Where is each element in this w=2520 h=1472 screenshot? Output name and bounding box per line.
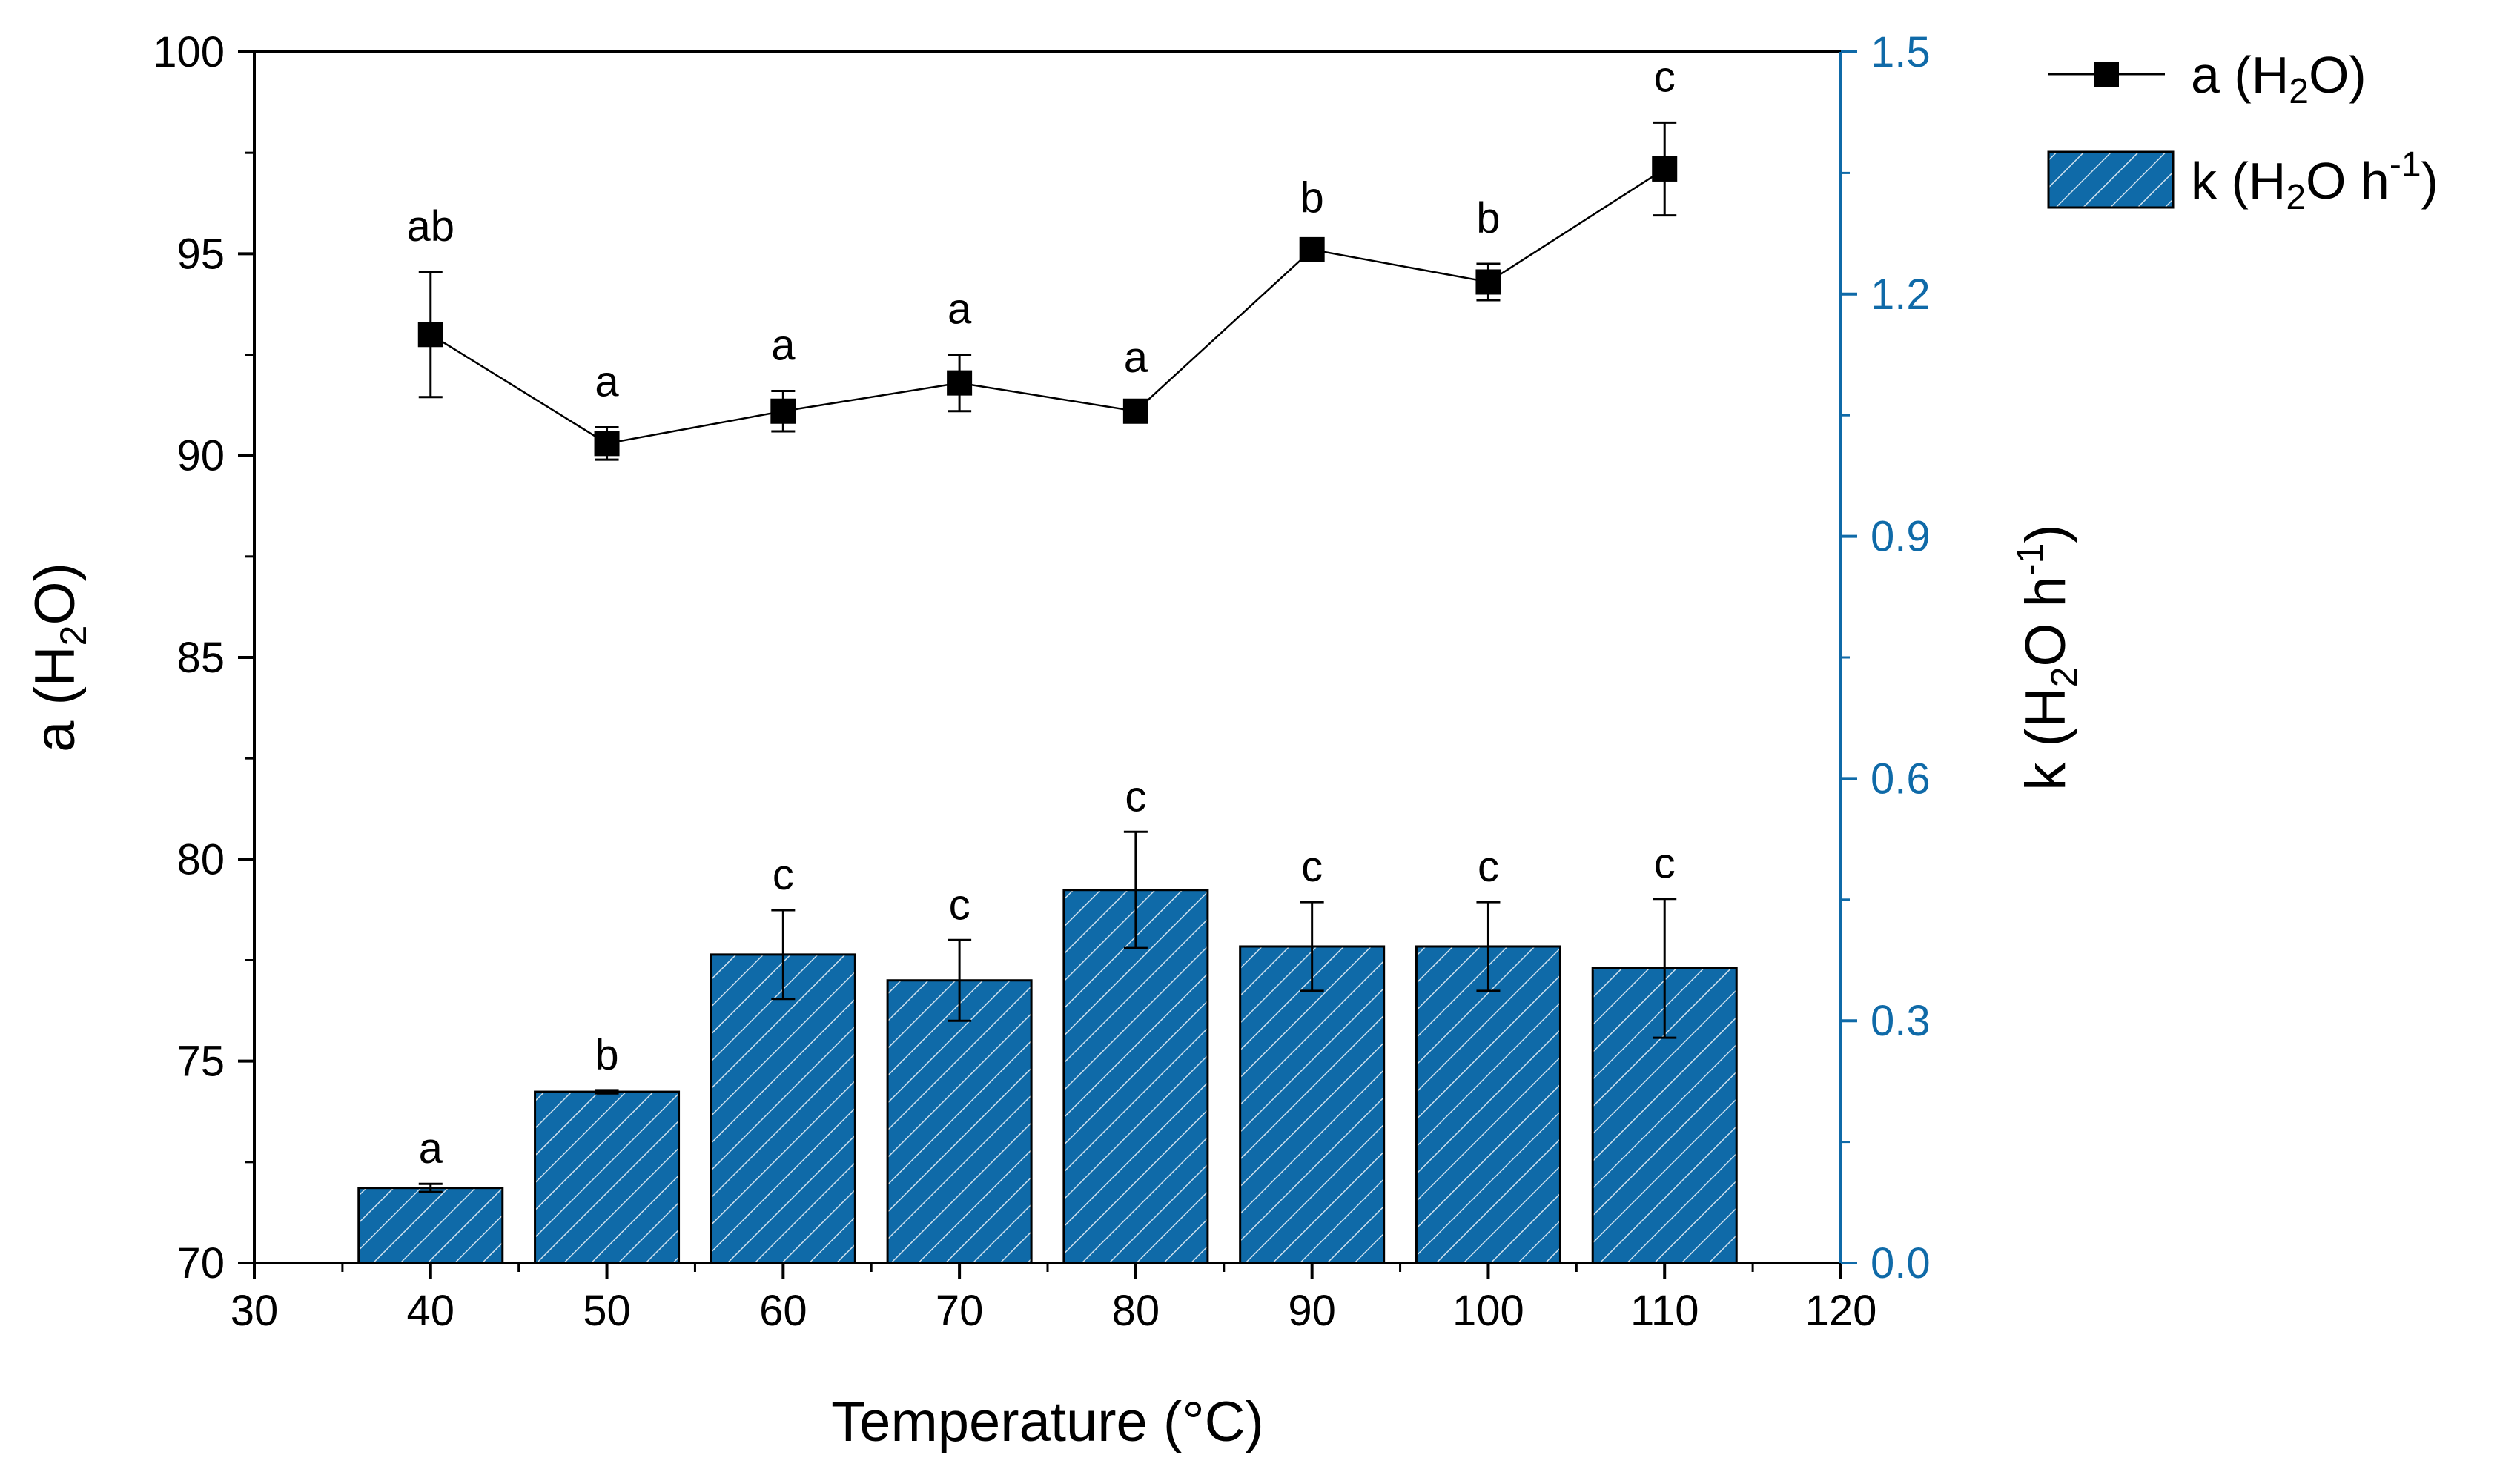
legend-hatch-swatch xyxy=(2047,150,2175,209)
x-tick-label: 80 xyxy=(1112,1287,1160,1335)
left-tick-label: 85 xyxy=(176,634,225,682)
k-significance-letter: c xyxy=(1301,843,1323,891)
a-data-point xyxy=(1122,398,1148,424)
x-tick-label: 100 xyxy=(1452,1287,1524,1335)
legend-label-a: a (H2O) xyxy=(2191,46,2367,111)
a-significance-letter: a xyxy=(595,358,619,406)
a-data-point xyxy=(1475,269,1501,295)
a-significance-letter: b xyxy=(1300,174,1324,222)
bars-layer: a b c c c c c c xyxy=(357,772,1738,1264)
a-significance-letter: b xyxy=(1476,194,1500,242)
left-axis-title: a (H2O) xyxy=(24,563,94,752)
x-tick-label: 40 xyxy=(407,1287,455,1335)
legend-square-marker xyxy=(2094,62,2119,87)
k-significance-letter: a xyxy=(419,1124,443,1173)
k-significance-letter: c xyxy=(949,881,970,929)
left-tick-label: 95 xyxy=(176,230,225,278)
left-tick-label: 90 xyxy=(176,432,225,480)
a-data-point xyxy=(417,322,443,348)
right-axis-title: k (H2O h-1) xyxy=(2009,524,2085,790)
a-data-point xyxy=(770,398,796,424)
x-tick-label: 90 xyxy=(1288,1287,1336,1335)
left-tick-label: 75 xyxy=(176,1038,225,1086)
a-significance-letter: a xyxy=(771,322,796,370)
legend-label-k: k (H2O h-1) xyxy=(2191,145,2438,217)
a-data-point xyxy=(1652,156,1678,182)
legend: a (H2O) k (H2O h-1) xyxy=(2047,46,2438,217)
a-data-point xyxy=(1299,236,1325,262)
left-tick-label: 100 xyxy=(153,28,225,76)
a-data-point xyxy=(947,370,973,396)
k-significance-letter: c xyxy=(1654,840,1676,888)
x-tick-label: 70 xyxy=(936,1287,984,1335)
k-significance-letter: c xyxy=(773,851,794,899)
k-bar xyxy=(1062,889,1209,1264)
k-bar xyxy=(534,1090,681,1264)
x-tick-label: 60 xyxy=(759,1287,807,1335)
left-tick-label: 70 xyxy=(176,1239,225,1287)
right-ticks: 0.0 0.3 0.6 0.9 1.2 1.5 xyxy=(1841,28,1931,1287)
left-tick-label: 80 xyxy=(176,835,225,883)
a-data-point xyxy=(594,431,620,457)
a-significance-letter: c xyxy=(1654,53,1676,101)
x-tick-label: 30 xyxy=(231,1287,279,1335)
x-tick-label: 50 xyxy=(583,1287,631,1335)
a-significance-letter: ab xyxy=(407,202,455,251)
right-tick-label: 0.0 xyxy=(1871,1239,1931,1287)
right-tick-label: 1.2 xyxy=(1871,271,1931,319)
x-tick-label: 110 xyxy=(1630,1287,1699,1335)
right-tick-label: 0.6 xyxy=(1871,755,1931,803)
a-significance-letter: a xyxy=(1124,334,1148,382)
k-significance-letter: c xyxy=(1125,772,1146,820)
left-ticks: 70 75 80 85 90 95 100 xyxy=(153,28,254,1287)
right-tick-label: 1.5 xyxy=(1871,28,1931,76)
x-tick-label: 120 xyxy=(1805,1287,1877,1335)
a-series-line xyxy=(430,168,1665,445)
k-bar xyxy=(1239,945,1386,1264)
k-bar xyxy=(357,1187,504,1264)
k-bar xyxy=(710,953,856,1264)
x-ticks: 30 40 50 60 70 80 90 100 110 120 xyxy=(231,1263,1877,1335)
a-significance-letter: a xyxy=(948,285,972,334)
k-significance-letter: b xyxy=(595,1031,618,1079)
x-axis-title: Temperature (°C) xyxy=(831,1390,1264,1453)
k-bar xyxy=(1415,945,1561,1264)
k-significance-letter: c xyxy=(1478,843,1499,891)
k-bar xyxy=(886,979,1033,1264)
right-tick-label: 0.9 xyxy=(1871,513,1931,561)
right-tick-label: 0.3 xyxy=(1871,997,1931,1045)
